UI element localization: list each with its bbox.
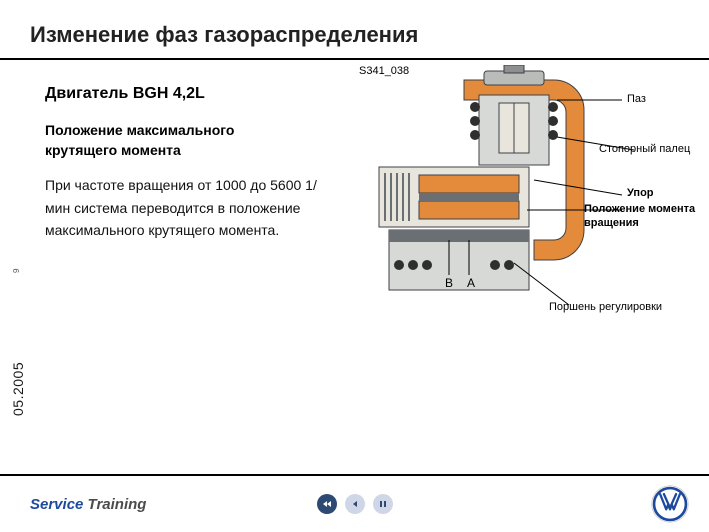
pause-button[interactable] bbox=[373, 494, 393, 514]
mark-a: A bbox=[467, 276, 475, 290]
footer: Service Training bbox=[0, 476, 709, 532]
content-area: Двигатель BGH 4,2L Положение максимально… bbox=[0, 60, 709, 420]
prev-icon bbox=[351, 500, 359, 508]
footer-service: Service bbox=[30, 496, 83, 513]
rewind-button[interactable] bbox=[317, 494, 337, 514]
mechanism: B A bbox=[379, 65, 584, 290]
nav-controls bbox=[317, 494, 393, 514]
caption-line2: крутящего момента bbox=[45, 142, 181, 158]
pause-icon bbox=[379, 500, 387, 508]
label-paz: Паз bbox=[627, 93, 646, 105]
prev-button[interactable] bbox=[345, 494, 365, 514]
label-stop: Упор bbox=[627, 187, 654, 199]
footer-training: Training bbox=[83, 496, 146, 513]
title-area: Изменение фаз газораспределения bbox=[0, 0, 709, 58]
diagram-code: S341_038 bbox=[359, 65, 409, 77]
body-text: При частоте вращения от 1000 до 5600 1/м… bbox=[45, 174, 325, 241]
page-title: Изменение фаз газораспределения bbox=[30, 22, 709, 48]
vw-logo bbox=[651, 485, 689, 523]
sidebar-pagenum: 9 bbox=[12, 269, 21, 273]
mark-b: B bbox=[445, 276, 453, 290]
sidebar-date: 05.2005 bbox=[10, 362, 26, 416]
label-posrot2: вращения bbox=[584, 217, 639, 229]
label-piston: Поршень регулировки bbox=[549, 301, 662, 313]
label-pin: Стопорный палец bbox=[599, 143, 690, 155]
label-posrot1: Положение момента bbox=[584, 203, 695, 215]
slide: Изменение фаз газораспределения Двигател… bbox=[0, 0, 709, 532]
caption-line1: Положение максимального bbox=[45, 122, 234, 138]
engine-diagram: S341_038 bbox=[359, 65, 689, 345]
rewind-icon bbox=[322, 499, 332, 509]
footer-brand: Service Training bbox=[30, 496, 146, 513]
caption: Положение максимального крутящего момент… bbox=[45, 121, 295, 160]
